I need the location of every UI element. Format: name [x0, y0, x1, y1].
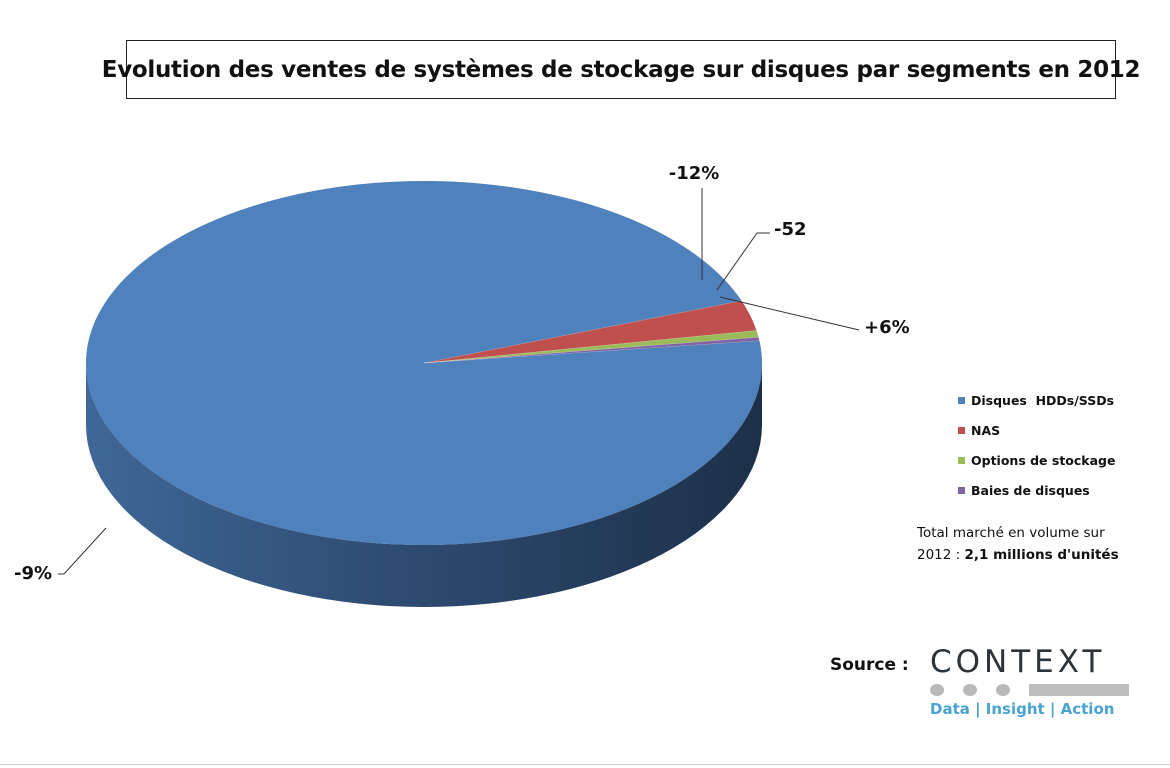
logo-dot: [963, 684, 977, 696]
logo-bar: [1029, 684, 1129, 696]
logo-dots: [930, 683, 1145, 697]
total-note-value: 2,1 millions d'unités: [964, 547, 1119, 563]
total-note-line2: 2012 : 2,1 millions d'unités: [917, 544, 1119, 566]
data-label: +6%: [864, 317, 910, 338]
legend-swatch: [958, 396, 965, 404]
pie-side-wall: [86, 363, 762, 607]
pie-slice: [423, 330, 759, 364]
pie-slice: [86, 181, 763, 546]
pie-slice: [423, 300, 757, 364]
bottom-divider: [0, 764, 1170, 765]
logo-dot: [930, 684, 944, 696]
legend-label: Baies de disques: [971, 482, 1090, 498]
logo-wordmark: CONTEXT: [930, 644, 1106, 680]
legend-label: Disques HDDs/SSDs: [971, 392, 1115, 408]
data-label: -52: [774, 219, 807, 240]
legend-label: NAS: [971, 422, 1001, 438]
data-label-leader: [719, 296, 860, 331]
logo-tagline: Data | Insight | Action: [930, 700, 1115, 718]
pie-slice: [423, 337, 760, 364]
source-label: Source :: [830, 655, 909, 675]
logo-dot: [996, 684, 1010, 696]
legend-label: Options de stockage: [971, 452, 1116, 468]
legend-item: NAS: [958, 415, 1115, 445]
data-label-leader: [716, 232, 770, 291]
legend-swatch: [958, 426, 965, 434]
total-note-line1: Total marché en volume sur: [917, 525, 1105, 541]
data-label: -12%: [669, 163, 720, 184]
context-logo: CONTEXT Data | Insight | Action: [930, 645, 1145, 725]
legend: Disques HDDs/SSDs NAS Options de stockag…: [958, 385, 1115, 505]
data-label-leader: [58, 527, 107, 575]
legend-swatch: [958, 456, 965, 464]
data-label: -9%: [14, 563, 52, 584]
legend-item: Baies de disques: [958, 475, 1115, 505]
legend-item: Options de stockage: [958, 445, 1115, 475]
legend-item: Disques HDDs/SSDs: [958, 385, 1115, 415]
total-note-prefix: 2012 :: [917, 547, 965, 563]
total-market-note: Total marché en volume sur 2012 : 2,1 mi…: [917, 522, 1119, 566]
legend-swatch: [958, 486, 965, 494]
chart-title: Evolution des ventes de systèmes de stoc…: [102, 40, 1141, 99]
